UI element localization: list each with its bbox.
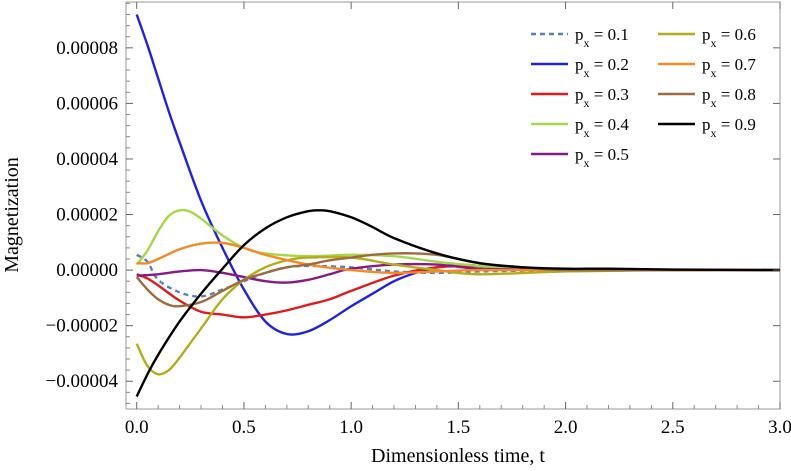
legend-label-6: px = 0.6 [702,25,756,50]
x-axis-ticks: 0.0 0.5 1.0 1.5 2.0 2.5 3.0 [125,2,791,438]
legend-label-8: px = 0.8 [702,85,756,110]
legend-label-7: px = 0.7 [702,55,756,80]
x-axis-title: Dimensionless time, t [371,445,545,467]
series-line-8 [135,252,780,308]
legend-label-5: px = 0.5 [575,145,629,170]
plot-border [125,1,781,410]
y-tick-label: 0.00000 [56,260,118,281]
x-tick-label: 2.5 [661,417,685,438]
x-tick-label: 2.0 [554,417,578,438]
y-tick-label: 0.00002 [56,205,118,226]
series-layer [135,14,781,398]
legend-label-1: px = 0.1 [575,25,629,50]
x-tick-label: 3.0 [768,417,791,438]
legend-label-3: px = 0.3 [575,85,629,110]
y-tick-label: 0.00004 [56,149,118,170]
y-tick-label: −0.00004 [46,371,119,392]
x-tick-label: 0.5 [232,417,256,438]
plot-frame [125,1,781,410]
y-tick-label: 0.00006 [56,93,118,114]
legend-label-9: px = 0.9 [702,115,756,140]
x-tick-label: 1.0 [339,417,363,438]
y-tick-label: −0.00002 [46,316,118,337]
y-axis-ticks: −0.00004 −0.00002 0.00000 0.00002 0.00004 0.0… [46,2,780,404]
legend-label-4: px = 0.4 [575,115,629,140]
y-tick-label: 0.00008 [56,38,118,59]
x-tick-label: 0.0 [125,417,149,438]
y-axis-title: Magnetization [1,157,23,273]
series-line-2 [135,14,780,336]
series-line-9 [135,209,781,398]
x-tick-label: 1.5 [446,417,470,438]
series-line-4 [135,208,780,272]
legend: px = 0.1 px = 0.2 px = 0.3 px = 0.4 px = 0.5… [531,25,756,170]
legend-label-2: px = 0.2 [575,55,629,80]
